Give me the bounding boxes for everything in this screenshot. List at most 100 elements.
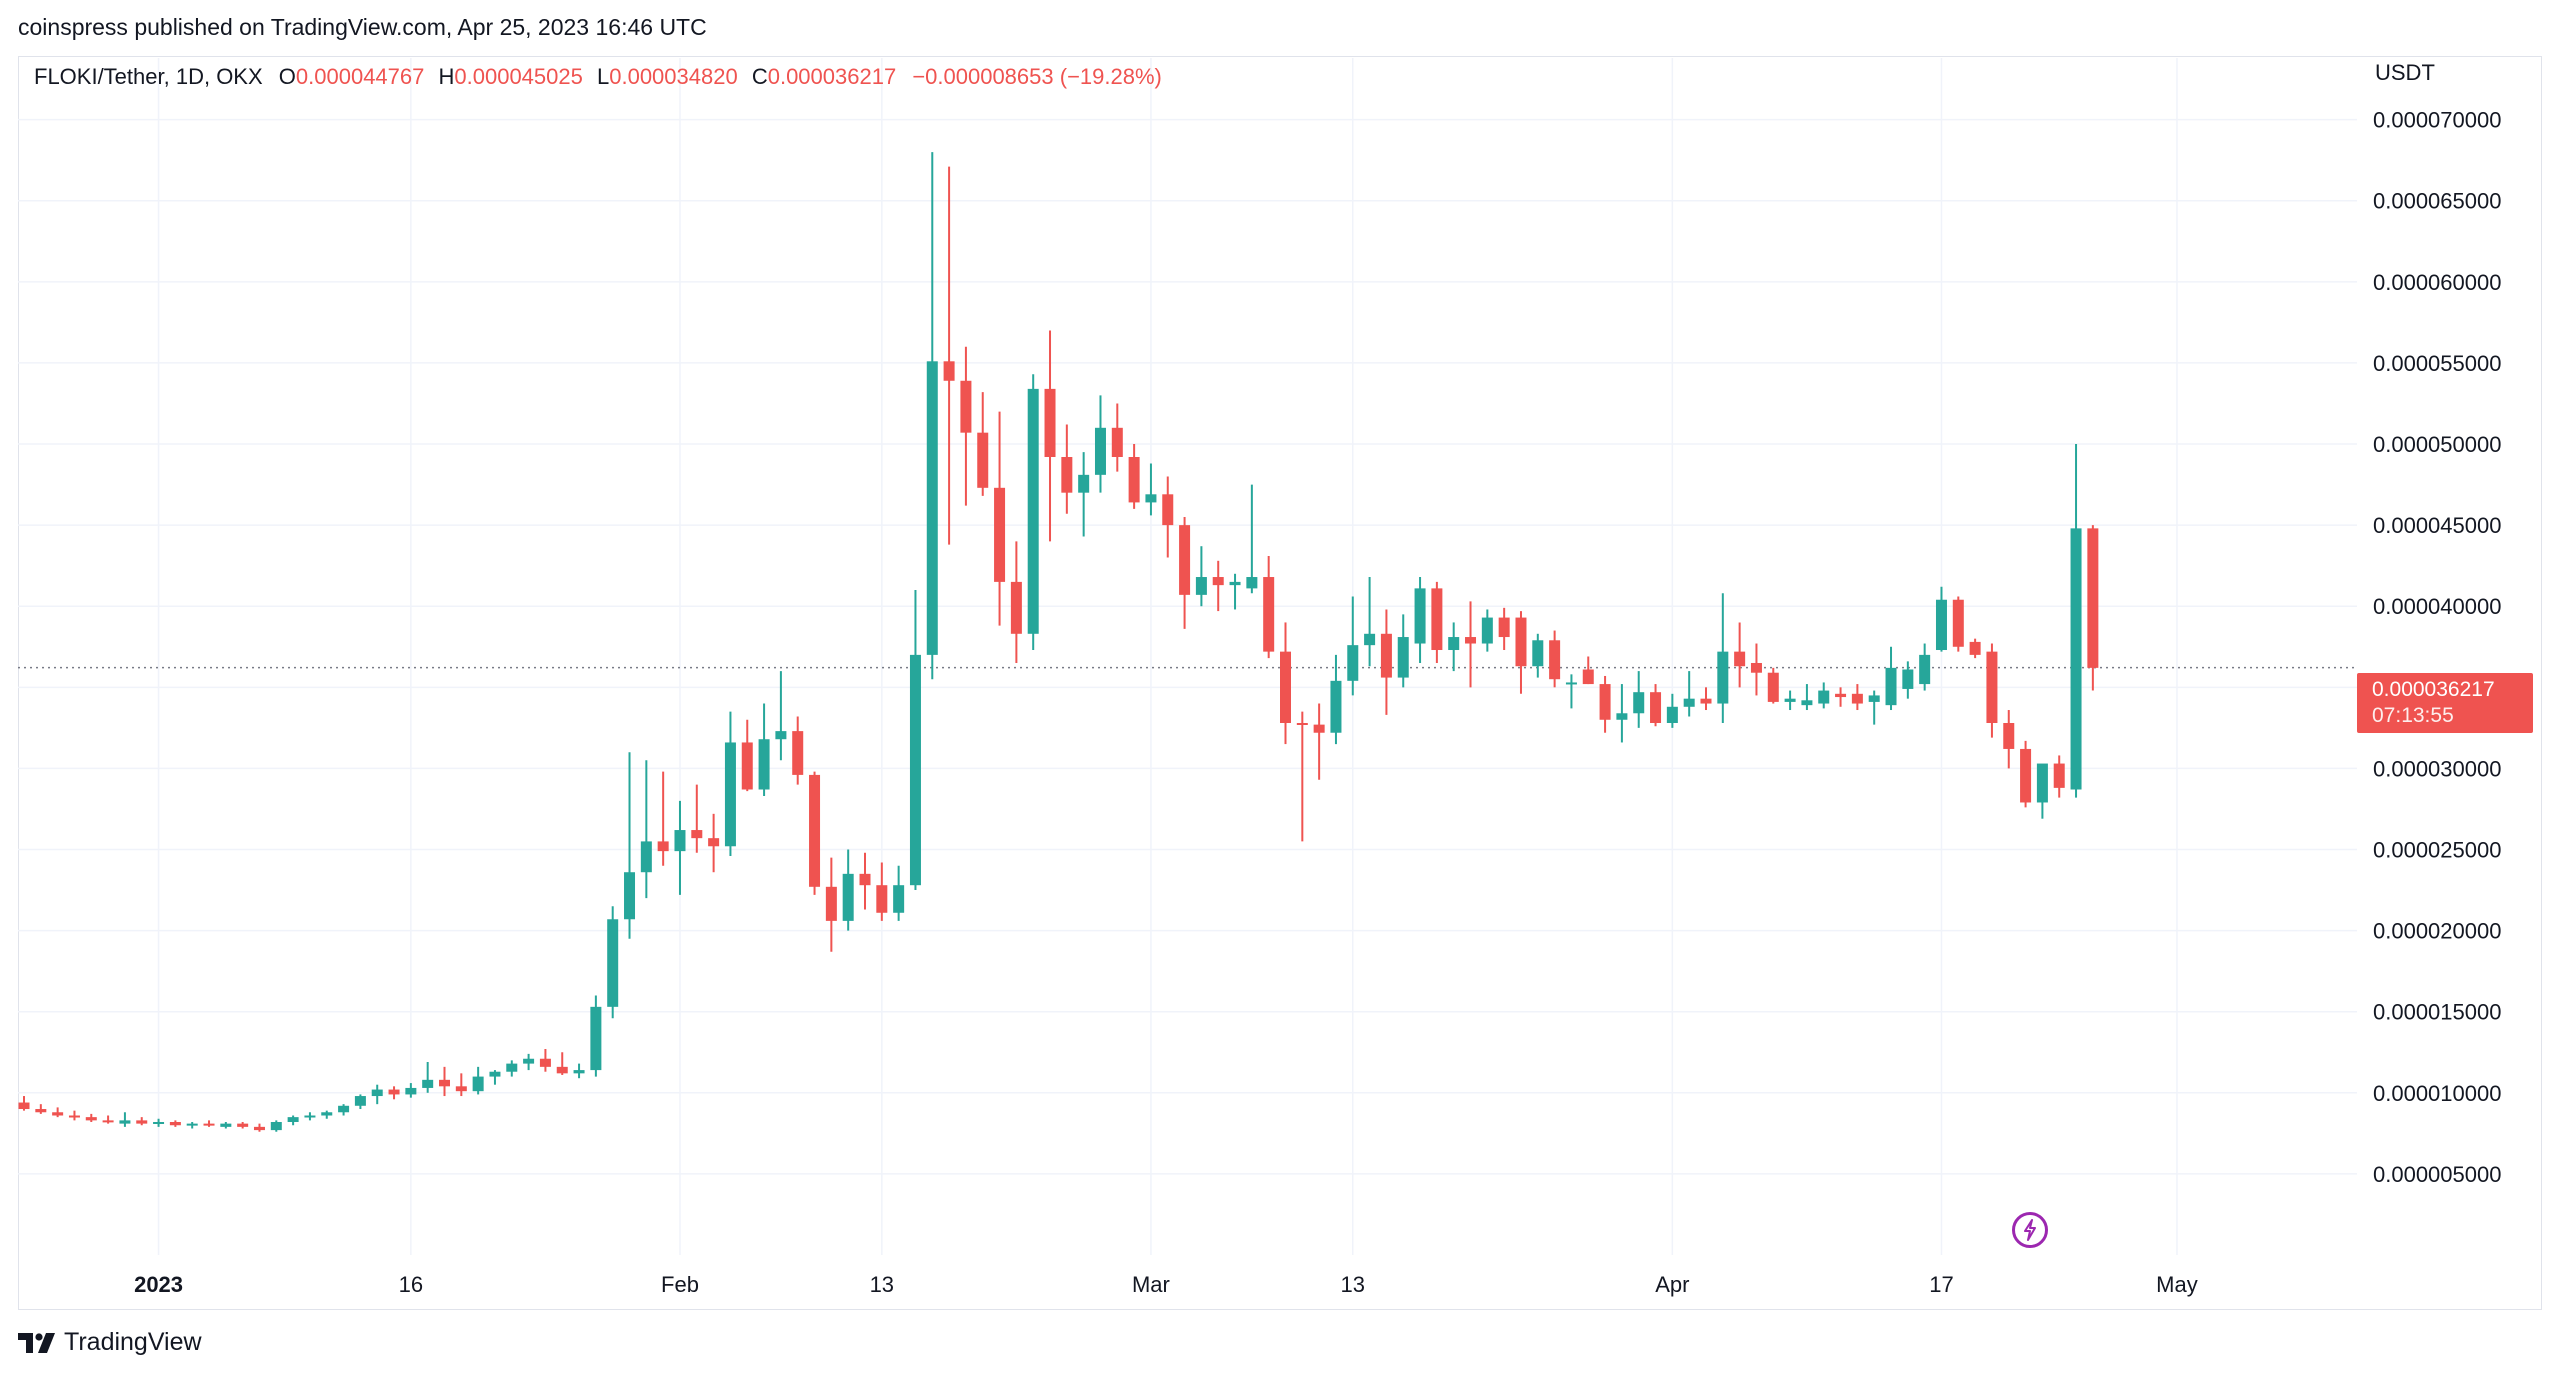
candle [1818,682,1830,709]
last-price-tag: 0.000036217 07:13:55 [2357,673,2533,733]
candle-body [287,1117,299,1122]
y-tick-label: 0.000025000 [2373,838,2501,863]
y-tick-label: 0.000030000 [2373,756,2501,781]
candle [1010,541,1022,663]
candle-body [1296,723,1308,725]
candle [2053,755,2065,798]
y-tick-label: 0.000005000 [2373,1162,2501,1187]
candle [691,784,703,853]
candle-body [1969,641,1981,655]
chart-pane[interactable] [18,56,2542,1310]
candle-body [1179,525,1191,595]
candle-body [1784,698,1796,702]
candle [825,857,837,952]
candle-body [2036,763,2048,803]
candle-body [1565,682,1577,685]
candle-body [1767,672,1779,702]
candle-body [1229,581,1241,586]
candle [1027,374,1039,651]
candle [708,813,720,873]
candle-body [2053,763,2065,788]
candle-body [842,873,854,921]
candle-body [1734,651,1746,667]
y-tick-label: 0.000045000 [2373,513,2501,538]
candle [1599,675,1611,733]
candle [909,590,921,891]
candle [1397,614,1409,688]
candle-body [1313,724,1325,733]
candle-body [674,830,686,852]
candle [1683,671,1695,717]
candle-body [1683,698,1695,707]
candle [775,671,787,761]
candle [1212,560,1224,612]
candle [1700,687,1712,711]
candle [1616,684,1628,743]
candle-body [1364,633,1376,646]
candle [523,1053,535,1071]
y-tick-label: 0.000050000 [2373,432,2501,457]
candle [1094,395,1106,493]
symbol-name[interactable]: FLOKI/Tether, 1D, OKX [34,64,263,89]
tradingview-logo[interactable]: TradingView [18,1328,202,1357]
candle-body [1666,706,1678,723]
candle [1162,476,1174,558]
candle [1246,484,1258,594]
candle-body [1431,588,1443,651]
candle-body [68,1115,80,1118]
candle [1986,643,1998,738]
candle-body [1448,637,1460,651]
candle [960,346,972,506]
candle-body [1465,637,1477,644]
candle-body [1700,698,1712,704]
candle-body [1027,388,1039,634]
candle-body [1650,692,1662,723]
candle-body [153,1122,165,1124]
candle [52,1107,64,1118]
candle-body [960,380,972,433]
candle-body [741,742,753,790]
candle-body [1498,617,1510,638]
tradingview-logo-icon [18,1332,55,1353]
close-value: 0.000036217 [767,64,897,89]
candle [220,1122,232,1129]
candle [321,1110,333,1119]
candle [388,1086,400,1100]
open-value: 0.000044767 [295,64,425,89]
candle [1549,630,1561,688]
candle-body [624,872,636,920]
candle-body [2087,528,2099,668]
candle [405,1083,417,1098]
candle [1431,581,1443,663]
candle [674,800,686,895]
lightning-icon[interactable] [2012,1212,2048,1248]
candle [1750,643,1762,696]
candle-body [1986,651,1998,723]
candle [119,1112,131,1127]
candle-body [1347,645,1359,681]
candle [1919,643,1931,691]
candle-body [371,1089,383,1097]
x-tick-label: 13 [1341,1272,1365,1297]
candle [1935,586,1947,652]
candle-body [523,1058,535,1064]
candle-body [455,1086,467,1092]
candle [1498,607,1510,651]
candle-body [2020,748,2032,803]
candle [1380,609,1392,715]
candle [842,849,854,931]
candle-body [270,1122,282,1131]
candle [102,1115,114,1124]
candle [287,1115,299,1126]
candle [1734,622,1746,688]
candle-body [1111,427,1123,457]
candle-body [1195,577,1207,595]
candle-body [52,1112,64,1116]
candle [1666,693,1678,728]
candle-body [237,1123,249,1127]
candle-body [1582,669,1594,685]
candle-body [1246,577,1258,589]
candle [1263,555,1275,659]
candle [1145,463,1157,516]
